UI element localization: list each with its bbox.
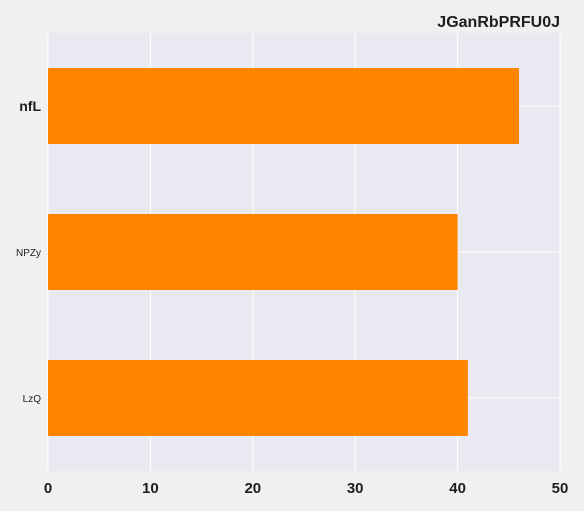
y-tick-label-NPZy: NPZy: [16, 248, 41, 259]
x-tick-label-3: 30: [347, 480, 364, 497]
bar-NPZy: [48, 214, 458, 290]
y-tick-label-nfL: nfL: [19, 98, 41, 114]
x-axis-ticks: 0 10 20 30 40 50: [44, 480, 569, 497]
x-tick-label-1: 10: [142, 480, 159, 497]
x-tick-label-4: 40: [449, 480, 466, 497]
bars: [48, 68, 520, 436]
y-axis-ticks: nfL NPZy LzQ: [16, 98, 41, 405]
chart-title: JGanRbPRFU0J: [437, 14, 560, 31]
bar-LzQ: [48, 360, 468, 436]
x-tick-label-0: 0: [44, 480, 52, 497]
y-tick-label-LzQ: LzQ: [23, 394, 42, 405]
x-tick-label-5: 50: [552, 480, 569, 497]
x-tick-label-2: 20: [244, 480, 261, 497]
bar-nfL: [48, 68, 520, 144]
